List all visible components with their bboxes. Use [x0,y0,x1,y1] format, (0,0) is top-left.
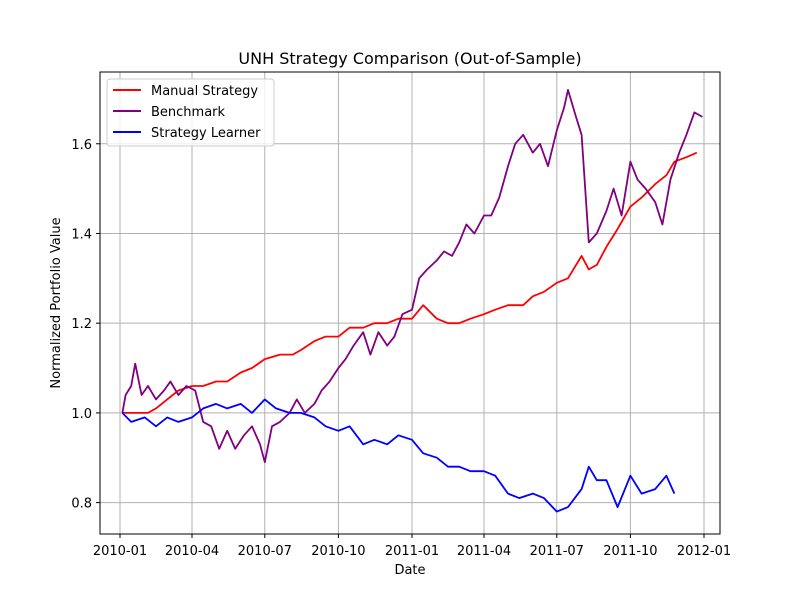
legend-label-manual-strategy: Manual Strategy [151,84,258,99]
y-tick-label: 1.6 [71,138,92,153]
y-axis-title: Normalized Portfolio Value [49,217,64,388]
series-line-manual-strategy [122,151,698,414]
legend-label-benchmark: Benchmark [151,105,226,120]
plot-frame [99,71,721,535]
series-line-benchmark [121,89,703,464]
series-line-strategy-learner [121,398,676,513]
y-tick-label: 1.0 [71,407,92,422]
x-tick-label: 2010-04 [165,544,219,559]
x-axis-title: Date [394,563,425,578]
x-tick-label: 2011-01 [385,544,439,559]
legend-box [106,78,275,147]
x-tick-label: 2010-07 [238,544,292,559]
legend-label-strategy-learner: Strategy Learner [151,126,261,141]
x-tick-label: 2012-01 [677,544,731,559]
chart-title: UNH Strategy Comparison (Out-of-Sample) [238,49,581,68]
axis-ticks: 2010-01 2010-04 2010-07 2010-10 2011-01 2011-… [71,138,731,559]
series-lines [121,89,703,513]
legend: Manual Strategy Benchmark Strategy Learn… [106,78,275,147]
x-tick-label: 2011-10 [603,544,657,559]
y-tick-label: 1.4 [71,227,92,242]
x-tick-label: 2011-07 [530,544,584,559]
x-tick-label: 2010-01 [93,544,147,559]
x-tick-label: 2011-04 [457,544,511,559]
x-tick-label: 2010-10 [311,544,365,559]
y-tick-label: 1.2 [71,317,92,332]
y-tick-label: 0.8 [71,497,92,512]
